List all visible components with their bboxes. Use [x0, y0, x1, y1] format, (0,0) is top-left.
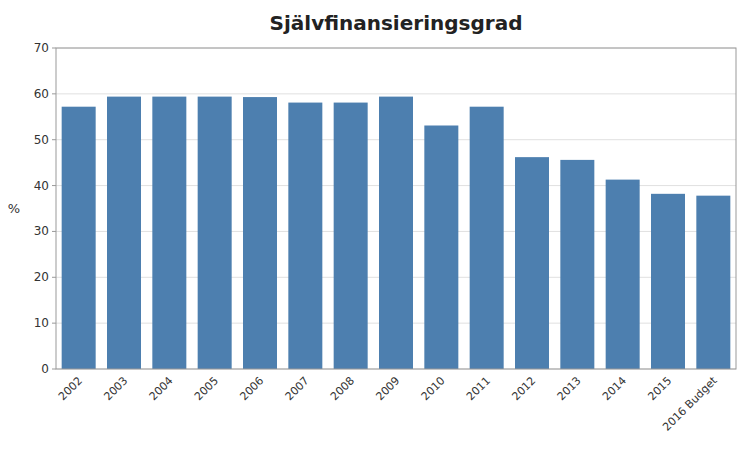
- x-tick-label: 2002: [56, 374, 85, 403]
- bar: [606, 180, 640, 369]
- bar: [334, 103, 368, 369]
- y-tick: [52, 93, 56, 94]
- x-tick-label: 2011: [464, 374, 493, 403]
- bar: [379, 97, 413, 369]
- x-tick-label: 2016 Budget: [660, 374, 720, 434]
- x-tick-label: 2015: [645, 374, 674, 403]
- y-tick-label: 0: [41, 362, 49, 376]
- y-tick: [52, 323, 56, 324]
- y-tick-label: 70: [34, 41, 49, 55]
- y-tick: [52, 48, 56, 49]
- bar: [424, 125, 458, 369]
- chart-svg: 0 10 20 30 40 50 60 70 2002 2003 2004 2005 2006 2007 2…: [0, 0, 752, 451]
- bar: [288, 103, 322, 369]
- bar: [560, 160, 594, 369]
- y-tick-label: 40: [34, 179, 49, 193]
- x-tick-label: 2003: [101, 374, 130, 403]
- y-tick: [52, 231, 56, 232]
- grid-line: [56, 93, 736, 94]
- bar: [198, 97, 232, 369]
- grid: [56, 48, 736, 369]
- y-tick-label: 10: [34, 316, 49, 330]
- y-axis-label: %: [8, 201, 20, 216]
- x-tick-label: 2005: [192, 374, 221, 403]
- x-tick-label: 2012: [509, 374, 538, 403]
- bar: [651, 194, 685, 369]
- y-tick-label: 50: [34, 133, 49, 147]
- bar: [470, 107, 504, 369]
- y-tick: [52, 277, 56, 278]
- y-tick-label: 20: [34, 270, 49, 284]
- bars: [62, 97, 731, 369]
- x-tick-label: 2006: [237, 374, 266, 403]
- plot-frame: [56, 48, 736, 369]
- y-tick: [52, 369, 56, 370]
- bar: [243, 97, 277, 369]
- x-tick-label: 2010: [419, 374, 448, 403]
- x-tick-label: 2008: [328, 374, 357, 403]
- x-tick-label: 2007: [283, 374, 312, 403]
- bar: [696, 196, 730, 369]
- title: Självfinansieringsgrad: [270, 11, 523, 35]
- bar: [152, 97, 186, 369]
- y-tick: [52, 185, 56, 186]
- x-tick-label: 2009: [373, 374, 402, 403]
- x-tick-label: 2014: [600, 374, 629, 403]
- bar: [62, 107, 96, 369]
- x-tick-label: 2013: [555, 374, 584, 403]
- chart-container: 0 10 20 30 40 50 60 70 2002 2003 2004 2005 2006 2007 2…: [0, 0, 752, 451]
- y-tick: [52, 139, 56, 140]
- bar: [107, 97, 141, 369]
- x-tick-label: 2004: [147, 374, 176, 403]
- y-tick-label: 30: [34, 224, 49, 238]
- bar: [515, 157, 549, 369]
- y-tick-label: 60: [34, 87, 49, 101]
